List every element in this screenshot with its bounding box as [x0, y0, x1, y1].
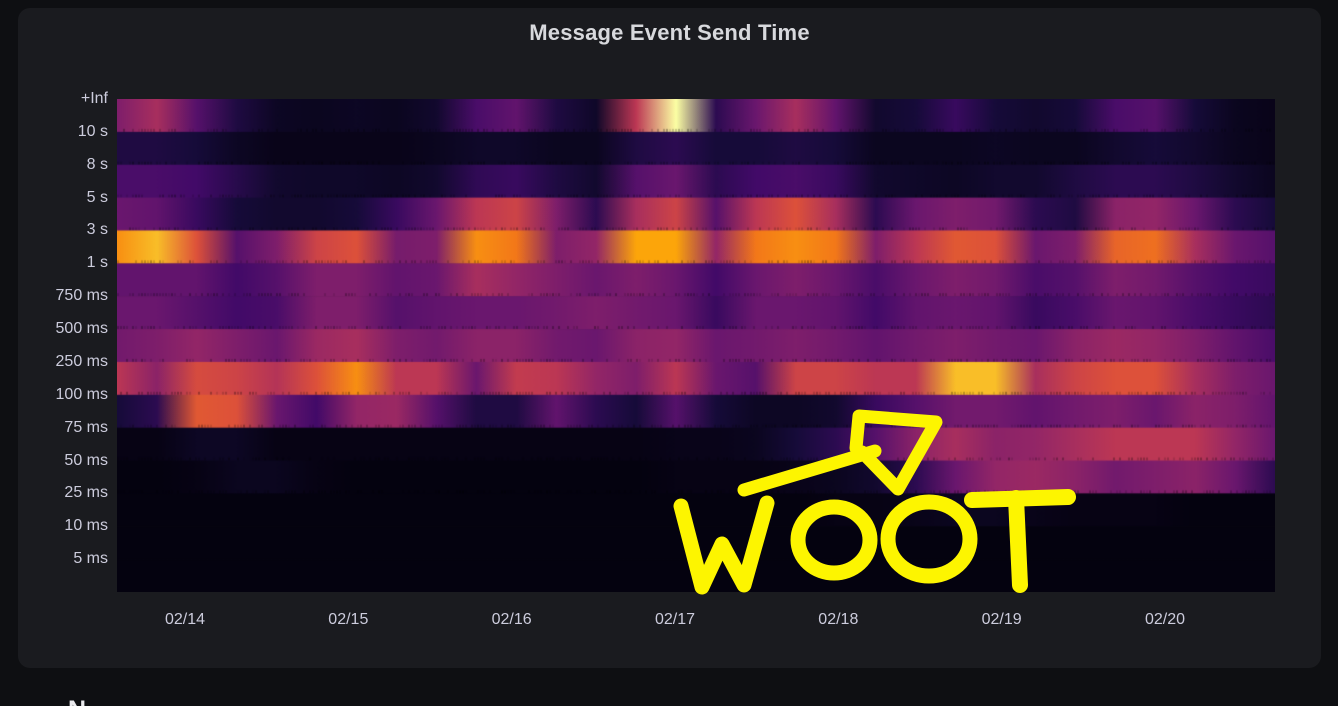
y-axis-label: 5 ms — [73, 550, 108, 568]
panel-title[interactable]: Message Event Send Time — [529, 20, 810, 45]
y-axis-label: 10 ms — [64, 517, 108, 535]
y-axis-label: 50 ms — [64, 451, 108, 469]
x-axis-label: 02/18 — [818, 611, 859, 628]
y-axis-label: 75 ms — [64, 418, 108, 436]
clipped-footer-text: N — [68, 696, 128, 706]
y-axis-label: 1 s — [86, 254, 108, 272]
y-axis-label: 100 ms — [55, 385, 108, 403]
x-axis-label: 02/15 — [328, 611, 369, 628]
y-axis-label: 5 s — [86, 188, 108, 206]
y-axis-label: 500 ms — [55, 320, 108, 338]
y-axis-label: 25 ms — [64, 484, 108, 502]
x-axis-label: 02/17 — [654, 611, 695, 628]
y-axis-label: 750 ms — [55, 287, 108, 305]
y-axis-label: 10 s — [77, 122, 108, 140]
y-axis-label: 8 s — [86, 155, 108, 173]
y-axis-label: +Inf — [80, 90, 108, 107]
x-axis-label: 02/14 — [164, 611, 206, 628]
y-axis-label: 250 ms — [55, 352, 108, 370]
y-axis-label: 3 s — [86, 221, 108, 239]
x-axis-label: 02/19 — [981, 611, 1022, 628]
x-axis-label: 02/20 — [1144, 611, 1185, 628]
clipped-footer-letter: N — [68, 696, 86, 706]
x-axis-label: 02/16 — [491, 611, 532, 628]
heatmap-canvas[interactable] — [117, 99, 1275, 592]
